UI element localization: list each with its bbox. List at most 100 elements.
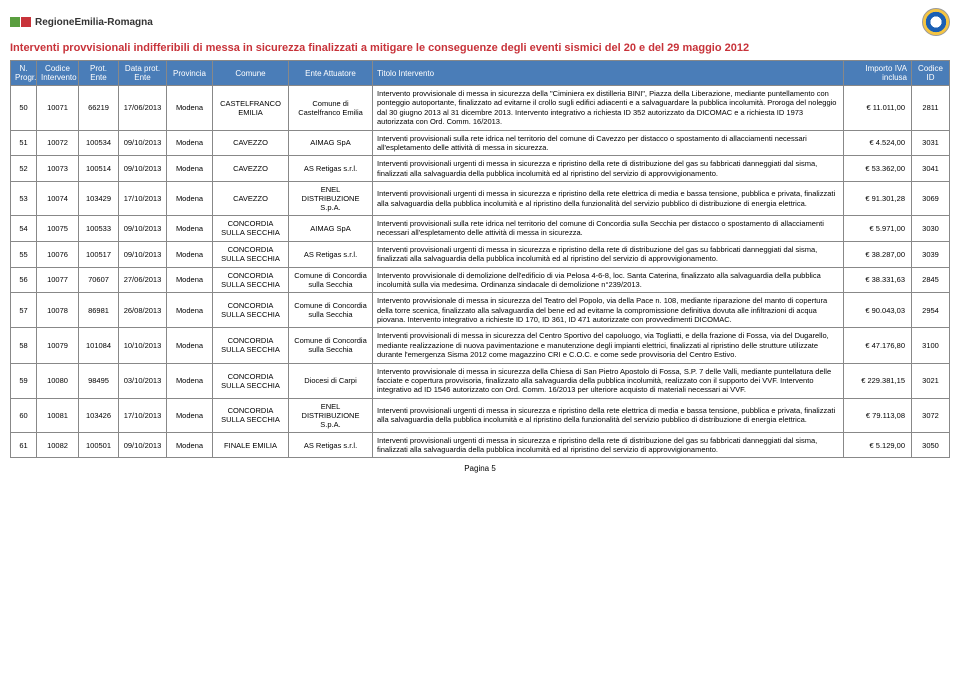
cell-provincia: Modena [167, 363, 213, 398]
th-titolo-intervento: Titolo Intervento [373, 61, 844, 86]
cell-importo: € 38.287,00 [844, 241, 912, 267]
cell-codice-id: 3030 [912, 216, 950, 242]
cell-prot-ente: 86981 [79, 293, 119, 328]
cell-ente-attuatore: ENEL DISTRIBUZIONE S.p.A. [289, 182, 373, 216]
table-row: 541007510053309/10/2013ModenaCONCORDIA S… [11, 216, 950, 242]
cell-importo: € 38.331,63 [844, 267, 912, 293]
cell-n-progr: 59 [11, 363, 37, 398]
cell-data-prot: 17/10/2013 [119, 398, 167, 432]
protezione-civile-logo [922, 8, 950, 36]
cell-codice-id: 3039 [912, 241, 950, 267]
cell-data-prot: 09/10/2013 [119, 241, 167, 267]
cell-ente-attuatore: Comune di Castelfranco Emilia [289, 86, 373, 131]
cell-provincia: Modena [167, 156, 213, 182]
th-codice-intervento: Codice Intervento [37, 61, 79, 86]
logo-squares [10, 17, 31, 27]
cell-prot-ente: 101084 [79, 328, 119, 363]
cell-importo: € 5.129,00 [844, 432, 912, 458]
cell-prot-ente: 70607 [79, 267, 119, 293]
cell-comune: CAVEZZO [213, 182, 289, 216]
th-data-prot: Data prot. Ente [119, 61, 167, 86]
cell-data-prot: 17/06/2013 [119, 86, 167, 131]
cell-ente-attuatore: ENEL DISTRIBUZIONE S.p.A. [289, 398, 373, 432]
cell-codice-id: 3050 [912, 432, 950, 458]
cell-codice-id: 2845 [912, 267, 950, 293]
cell-prot-ente: 103426 [79, 398, 119, 432]
header-bar: RegioneEmilia-Romagna [10, 8, 950, 36]
cell-provincia: Modena [167, 216, 213, 242]
cell-importo: € 4.524,00 [844, 130, 912, 156]
table-row: 531007410342917/10/2013ModenaCAVEZZOENEL… [11, 182, 950, 216]
cell-ente-attuatore: Diocesi di Carpi [289, 363, 373, 398]
cell-codice-intervento: 10079 [37, 328, 79, 363]
table-row: 611008210050109/10/2013ModenaFINALE EMIL… [11, 432, 950, 458]
cell-codice-intervento: 10078 [37, 293, 79, 328]
cell-ente-attuatore: AS Retigas s.r.l. [289, 432, 373, 458]
cell-codice-id: 2954 [912, 293, 950, 328]
cell-codice-intervento: 10071 [37, 86, 79, 131]
th-importo: Importo IVA inclusa [844, 61, 912, 86]
cell-comune: CASTELFRANCO EMILIA [213, 86, 289, 131]
cell-prot-ente: 100514 [79, 156, 119, 182]
cell-comune: CONCORDIA SULLA SECCHIA [213, 328, 289, 363]
cell-prot-ente: 100534 [79, 130, 119, 156]
cell-n-progr: 58 [11, 328, 37, 363]
cell-data-prot: 03/10/2013 [119, 363, 167, 398]
cell-ente-attuatore: AS Retigas s.r.l. [289, 241, 373, 267]
cell-comune: FINALE EMILIA [213, 432, 289, 458]
cell-prot-ente: 103429 [79, 182, 119, 216]
table-header-row: N. Progr. Codice Intervento Prot. Ente D… [11, 61, 950, 86]
cell-n-progr: 60 [11, 398, 37, 432]
cell-importo: € 5.971,00 [844, 216, 912, 242]
cell-ente-attuatore: AS Retigas s.r.l. [289, 156, 373, 182]
cell-titolo-intervento: Interventi provvisionali urgenti di mess… [373, 398, 844, 432]
th-ente-attuatore: Ente Attuatore [289, 61, 373, 86]
cell-titolo-intervento: Interventi provvisionali sulla rete idri… [373, 216, 844, 242]
cell-n-progr: 56 [11, 267, 37, 293]
cell-importo: € 90.043,03 [844, 293, 912, 328]
table-row: 59100809849503/10/2013ModenaCONCORDIA SU… [11, 363, 950, 398]
cell-codice-intervento: 10072 [37, 130, 79, 156]
cell-n-progr: 52 [11, 156, 37, 182]
cell-codice-id: 3072 [912, 398, 950, 432]
cell-codice-id: 3031 [912, 130, 950, 156]
cell-titolo-intervento: Intervento provvisionale di messa in sic… [373, 363, 844, 398]
cell-provincia: Modena [167, 86, 213, 131]
cell-titolo-intervento: Intervento provvisionale di messa in sic… [373, 293, 844, 328]
cell-comune: CONCORDIA SULLA SECCHIA [213, 241, 289, 267]
cell-data-prot: 09/10/2013 [119, 216, 167, 242]
cell-codice-intervento: 10076 [37, 241, 79, 267]
logo-square-red [21, 17, 31, 27]
cell-importo: € 79.113,08 [844, 398, 912, 432]
cell-codice-intervento: 10074 [37, 182, 79, 216]
cell-titolo-intervento: Intervento provvisionale di demolizione … [373, 267, 844, 293]
cell-ente-attuatore: Comune di Concordia sulla Secchia [289, 267, 373, 293]
table-row: 581007910108410/10/2013ModenaCONCORDIA S… [11, 328, 950, 363]
table-row: 57100788698126/08/2013ModenaCONCORDIA SU… [11, 293, 950, 328]
cell-provincia: Modena [167, 328, 213, 363]
cell-n-progr: 54 [11, 216, 37, 242]
cell-provincia: Modena [167, 398, 213, 432]
cell-prot-ente: 100501 [79, 432, 119, 458]
cell-importo: € 229.381,15 [844, 363, 912, 398]
cell-prot-ente: 100533 [79, 216, 119, 242]
cell-data-prot: 09/10/2013 [119, 156, 167, 182]
logo-square-green [10, 17, 20, 27]
cell-prot-ente: 98495 [79, 363, 119, 398]
cell-titolo-intervento: Interventi provvisionali urgenti di mess… [373, 156, 844, 182]
cell-ente-attuatore: Comune di Concordia sulla Secchia [289, 293, 373, 328]
cell-codice-id: 3021 [912, 363, 950, 398]
cell-n-progr: 57 [11, 293, 37, 328]
cell-provincia: Modena [167, 293, 213, 328]
cell-importo: € 53.362,00 [844, 156, 912, 182]
cell-ente-attuatore: Comune di Concordia sulla Secchia [289, 328, 373, 363]
cell-codice-intervento: 10077 [37, 267, 79, 293]
cell-data-prot: 09/10/2013 [119, 432, 167, 458]
th-codice-id: Codice ID [912, 61, 950, 86]
table-row: 551007610051709/10/2013ModenaCONCORDIA S… [11, 241, 950, 267]
cell-codice-id: 3100 [912, 328, 950, 363]
region-name: RegioneEmilia-Romagna [35, 17, 153, 28]
cell-prot-ente: 66219 [79, 86, 119, 131]
cell-codice-id: 3041 [912, 156, 950, 182]
cell-provincia: Modena [167, 182, 213, 216]
